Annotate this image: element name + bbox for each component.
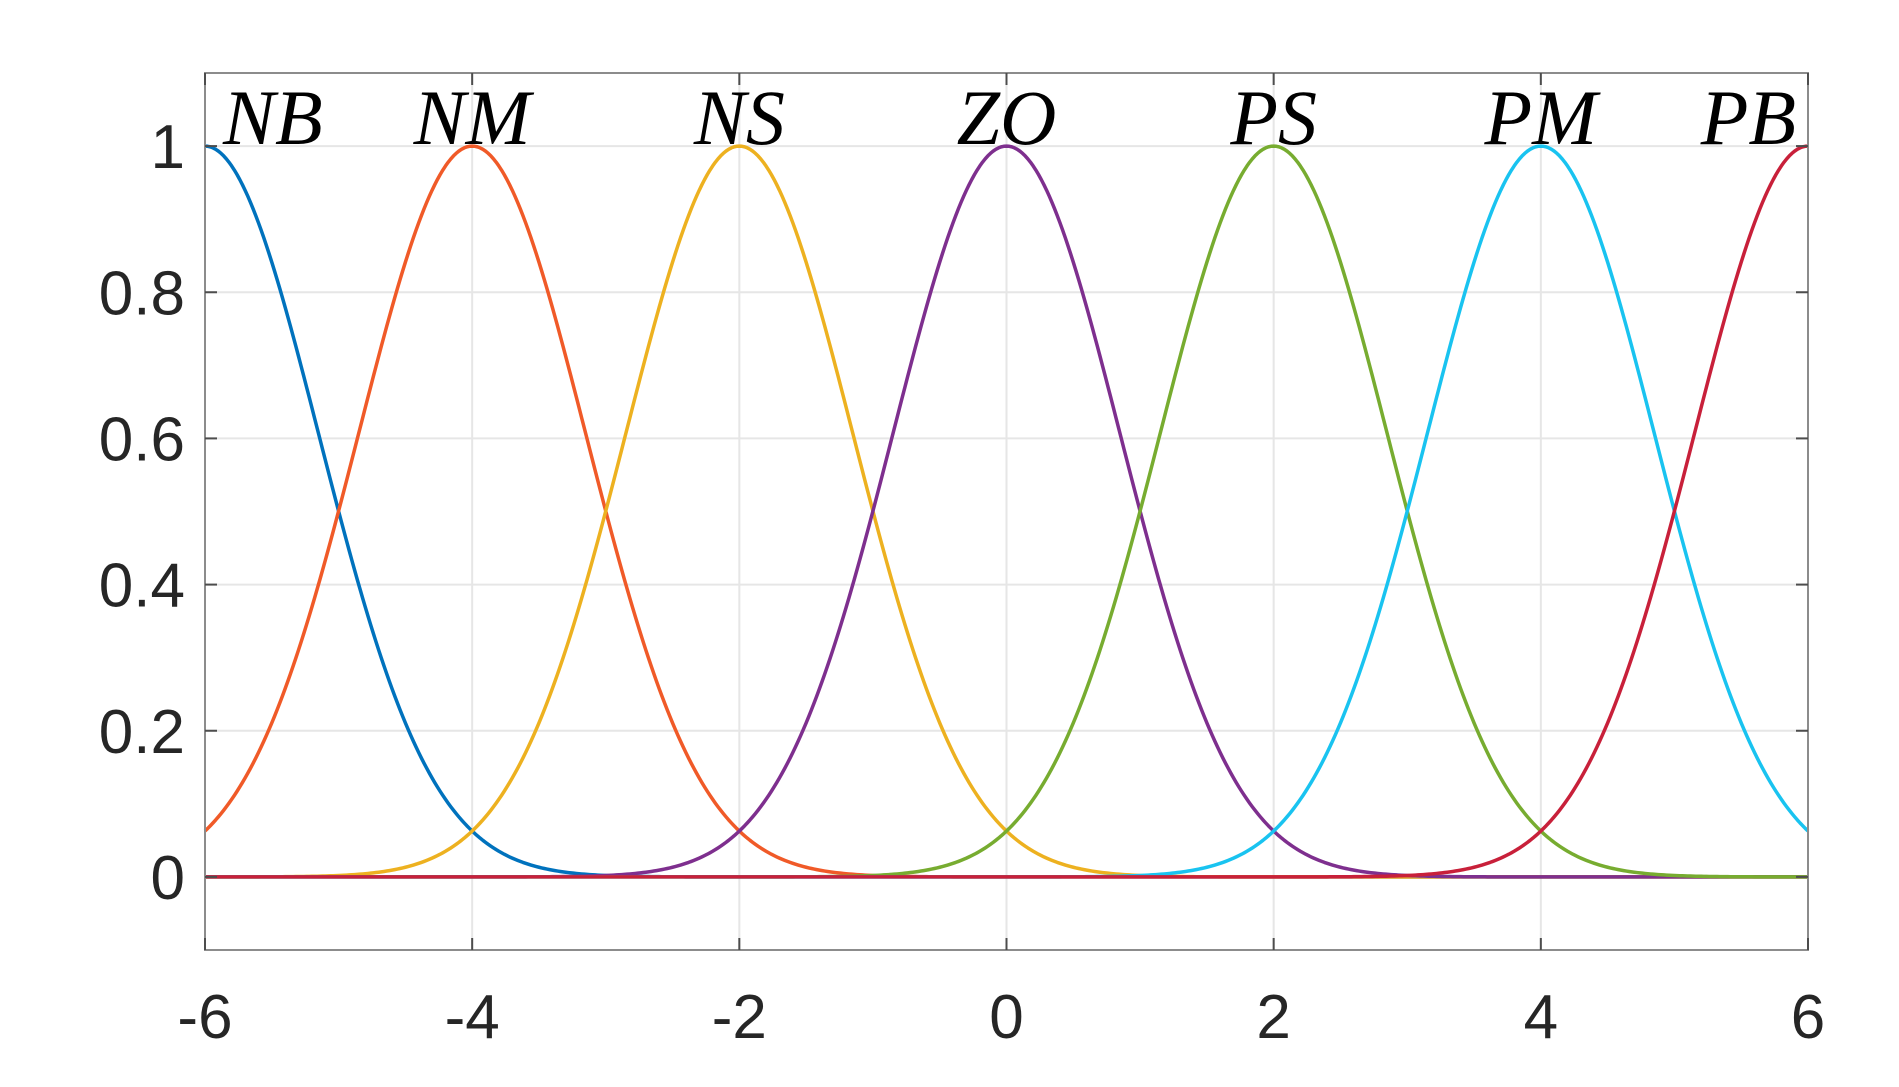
series-label-ps: PS xyxy=(1229,74,1317,161)
curve-pb xyxy=(205,144,1809,879)
series-labels: NB NM NS ZO PS PM PB xyxy=(222,74,1796,161)
y-tick-label: 0.6 xyxy=(99,405,185,474)
y-tick-labels: 0 0.2 0.4 0.6 0.8 1 xyxy=(99,113,185,913)
x-tick-label: -4 xyxy=(445,983,500,1052)
grid xyxy=(204,73,1809,950)
y-tick-label: 0.4 xyxy=(99,552,185,621)
x-tick-label: 6 xyxy=(1791,983,1825,1052)
axes-frame xyxy=(204,72,1809,951)
series-label-pm: PM xyxy=(1484,74,1602,161)
x-tick-label: 4 xyxy=(1524,983,1558,1052)
x-tick-labels: -6 -4 -2 0 2 4 6 xyxy=(177,983,1825,1052)
x-tick-label: -6 xyxy=(177,983,232,1052)
series-label-nm: NM xyxy=(413,74,535,161)
y-tick-label: 0.2 xyxy=(99,698,185,767)
series-label-zo: ZO xyxy=(957,74,1057,161)
y-tick-label: 0 xyxy=(151,844,185,913)
series-label-pb: PB xyxy=(1700,74,1796,161)
x-tick-label: -2 xyxy=(712,983,767,1052)
x-tick-label: 0 xyxy=(989,983,1023,1052)
series-label-ns: NS xyxy=(693,74,785,161)
series-label-nb: NB xyxy=(222,74,323,161)
y-tick-label: 0.8 xyxy=(99,259,185,328)
curves xyxy=(203,144,1810,879)
y-tick-label: 1 xyxy=(151,113,185,182)
x-tick-label: 2 xyxy=(1256,983,1290,1052)
